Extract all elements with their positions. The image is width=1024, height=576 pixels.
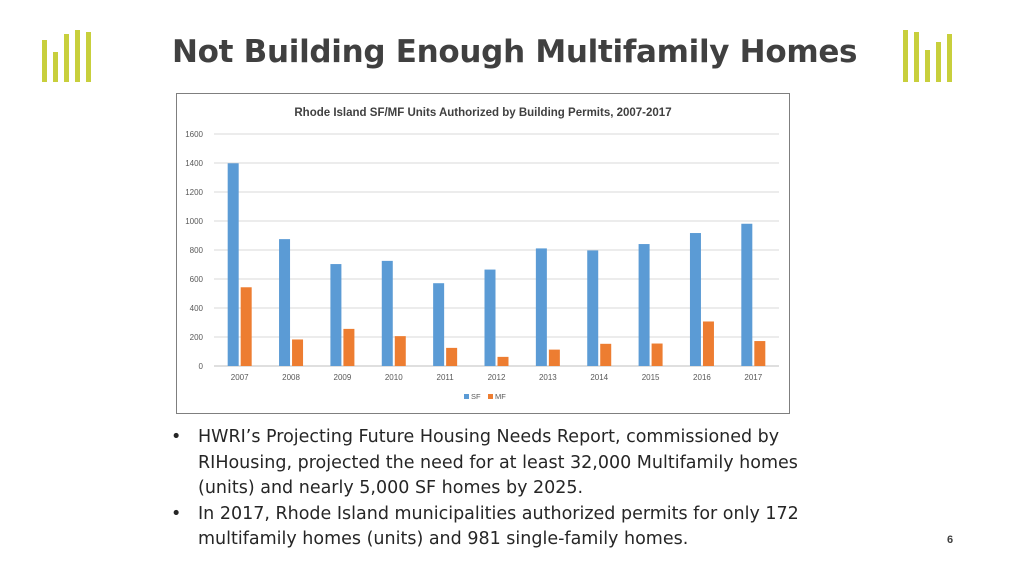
chart-title: Rhode Island SF/MF Units Authorized by B… <box>294 107 671 119</box>
logo-bar <box>925 50 930 82</box>
bar-mf <box>343 328 355 366</box>
logo-bar <box>903 30 908 82</box>
bullet-text: In 2017, Rhode Island municipalities aut… <box>198 503 799 550</box>
x-tick-label: 2015 <box>642 373 660 382</box>
gridlines <box>214 133 779 367</box>
bar-mf <box>394 336 406 366</box>
x-tick-label: 2007 <box>231 373 249 382</box>
bar-mf <box>600 343 612 366</box>
bar-sf <box>484 269 496 366</box>
bar-sf <box>433 283 445 366</box>
y-tick-label: 600 <box>190 275 204 284</box>
y-axis: 0 200 400 600 800 1000 1200 1400 1600 <box>185 130 203 371</box>
y-tick-label: 200 <box>190 333 204 342</box>
x-tick-label: 2010 <box>385 373 403 382</box>
bullet-list: • HWRI’s Projecting Future Housing Needs… <box>168 425 808 553</box>
bars <box>227 163 766 366</box>
x-tick-label: 2013 <box>539 373 557 382</box>
bar-mf <box>240 287 252 366</box>
bullet-text: HWRI’s Projecting Future Housing Needs R… <box>198 427 798 498</box>
bar-mf <box>754 341 766 366</box>
bar-sf <box>587 250 599 366</box>
legend-label: SF <box>471 392 481 401</box>
logo-bar <box>75 30 80 82</box>
bullet-marker: • <box>171 427 182 447</box>
y-tick-label: 400 <box>190 304 204 313</box>
bar-mf <box>497 356 509 366</box>
y-tick-label: 1000 <box>185 217 203 226</box>
x-axis: 2007 2008 2009 2010 2011 2012 2013 2014 2015 2016… <box>231 373 763 382</box>
bullet-marker: • <box>171 503 182 524</box>
legend-swatch <box>464 394 469 399</box>
bar-sf <box>279 239 291 366</box>
bar-sf <box>381 260 393 366</box>
y-tick-label: 800 <box>190 246 204 255</box>
bar-mf <box>651 343 663 366</box>
y-tick-label: 1200 <box>185 188 203 197</box>
logo-bar <box>42 40 47 82</box>
logo-bar <box>936 42 941 82</box>
x-tick-label: 2017 <box>744 373 762 382</box>
bar-sf <box>330 264 342 366</box>
y-tick-label: 0 <box>199 362 204 371</box>
bar-sf <box>535 248 547 366</box>
logo-icon <box>42 30 91 82</box>
y-tick-label: 1600 <box>185 130 203 139</box>
bar-chart: Rhode Island SF/MF Units Authorized by B… <box>185 107 779 401</box>
page-title: Not Building Enough Multifamily Homes <box>172 34 858 70</box>
bar-mf <box>702 321 714 366</box>
logo-bar <box>64 34 69 82</box>
bar-mf <box>446 347 458 366</box>
x-tick-label: 2009 <box>334 373 352 382</box>
x-tick-label: 2012 <box>488 373 506 382</box>
bar-sf <box>638 244 650 366</box>
y-tick-label: 1400 <box>185 159 203 168</box>
x-tick-label: 2008 <box>282 373 300 382</box>
bullet-item: • HWRI’s Projecting Future Housing Needs… <box>168 425 808 502</box>
logo-bar <box>53 52 58 82</box>
bullet-item: • In 2017, Rhode Island municipalities a… <box>168 502 808 553</box>
bar-mf <box>548 349 560 366</box>
x-tick-label: 2016 <box>693 373 711 382</box>
logo-icon <box>903 30 952 82</box>
x-tick-label: 2014 <box>590 373 608 382</box>
legend-label: MF <box>495 392 506 401</box>
bar-sf <box>741 223 753 366</box>
logo-bar <box>86 32 91 82</box>
bar-sf <box>227 163 239 366</box>
bar-mf <box>292 339 304 366</box>
chart-container: Rhode Island SF/MF Units Authorized by B… <box>176 93 790 414</box>
legend: SF MF <box>464 392 506 401</box>
bar-sf <box>689 233 701 366</box>
page-number: 6 <box>947 534 954 546</box>
logo-bar <box>914 32 919 82</box>
legend-swatch <box>488 394 493 399</box>
x-tick-label: 2011 <box>437 373 455 382</box>
logo-bar <box>947 34 952 82</box>
